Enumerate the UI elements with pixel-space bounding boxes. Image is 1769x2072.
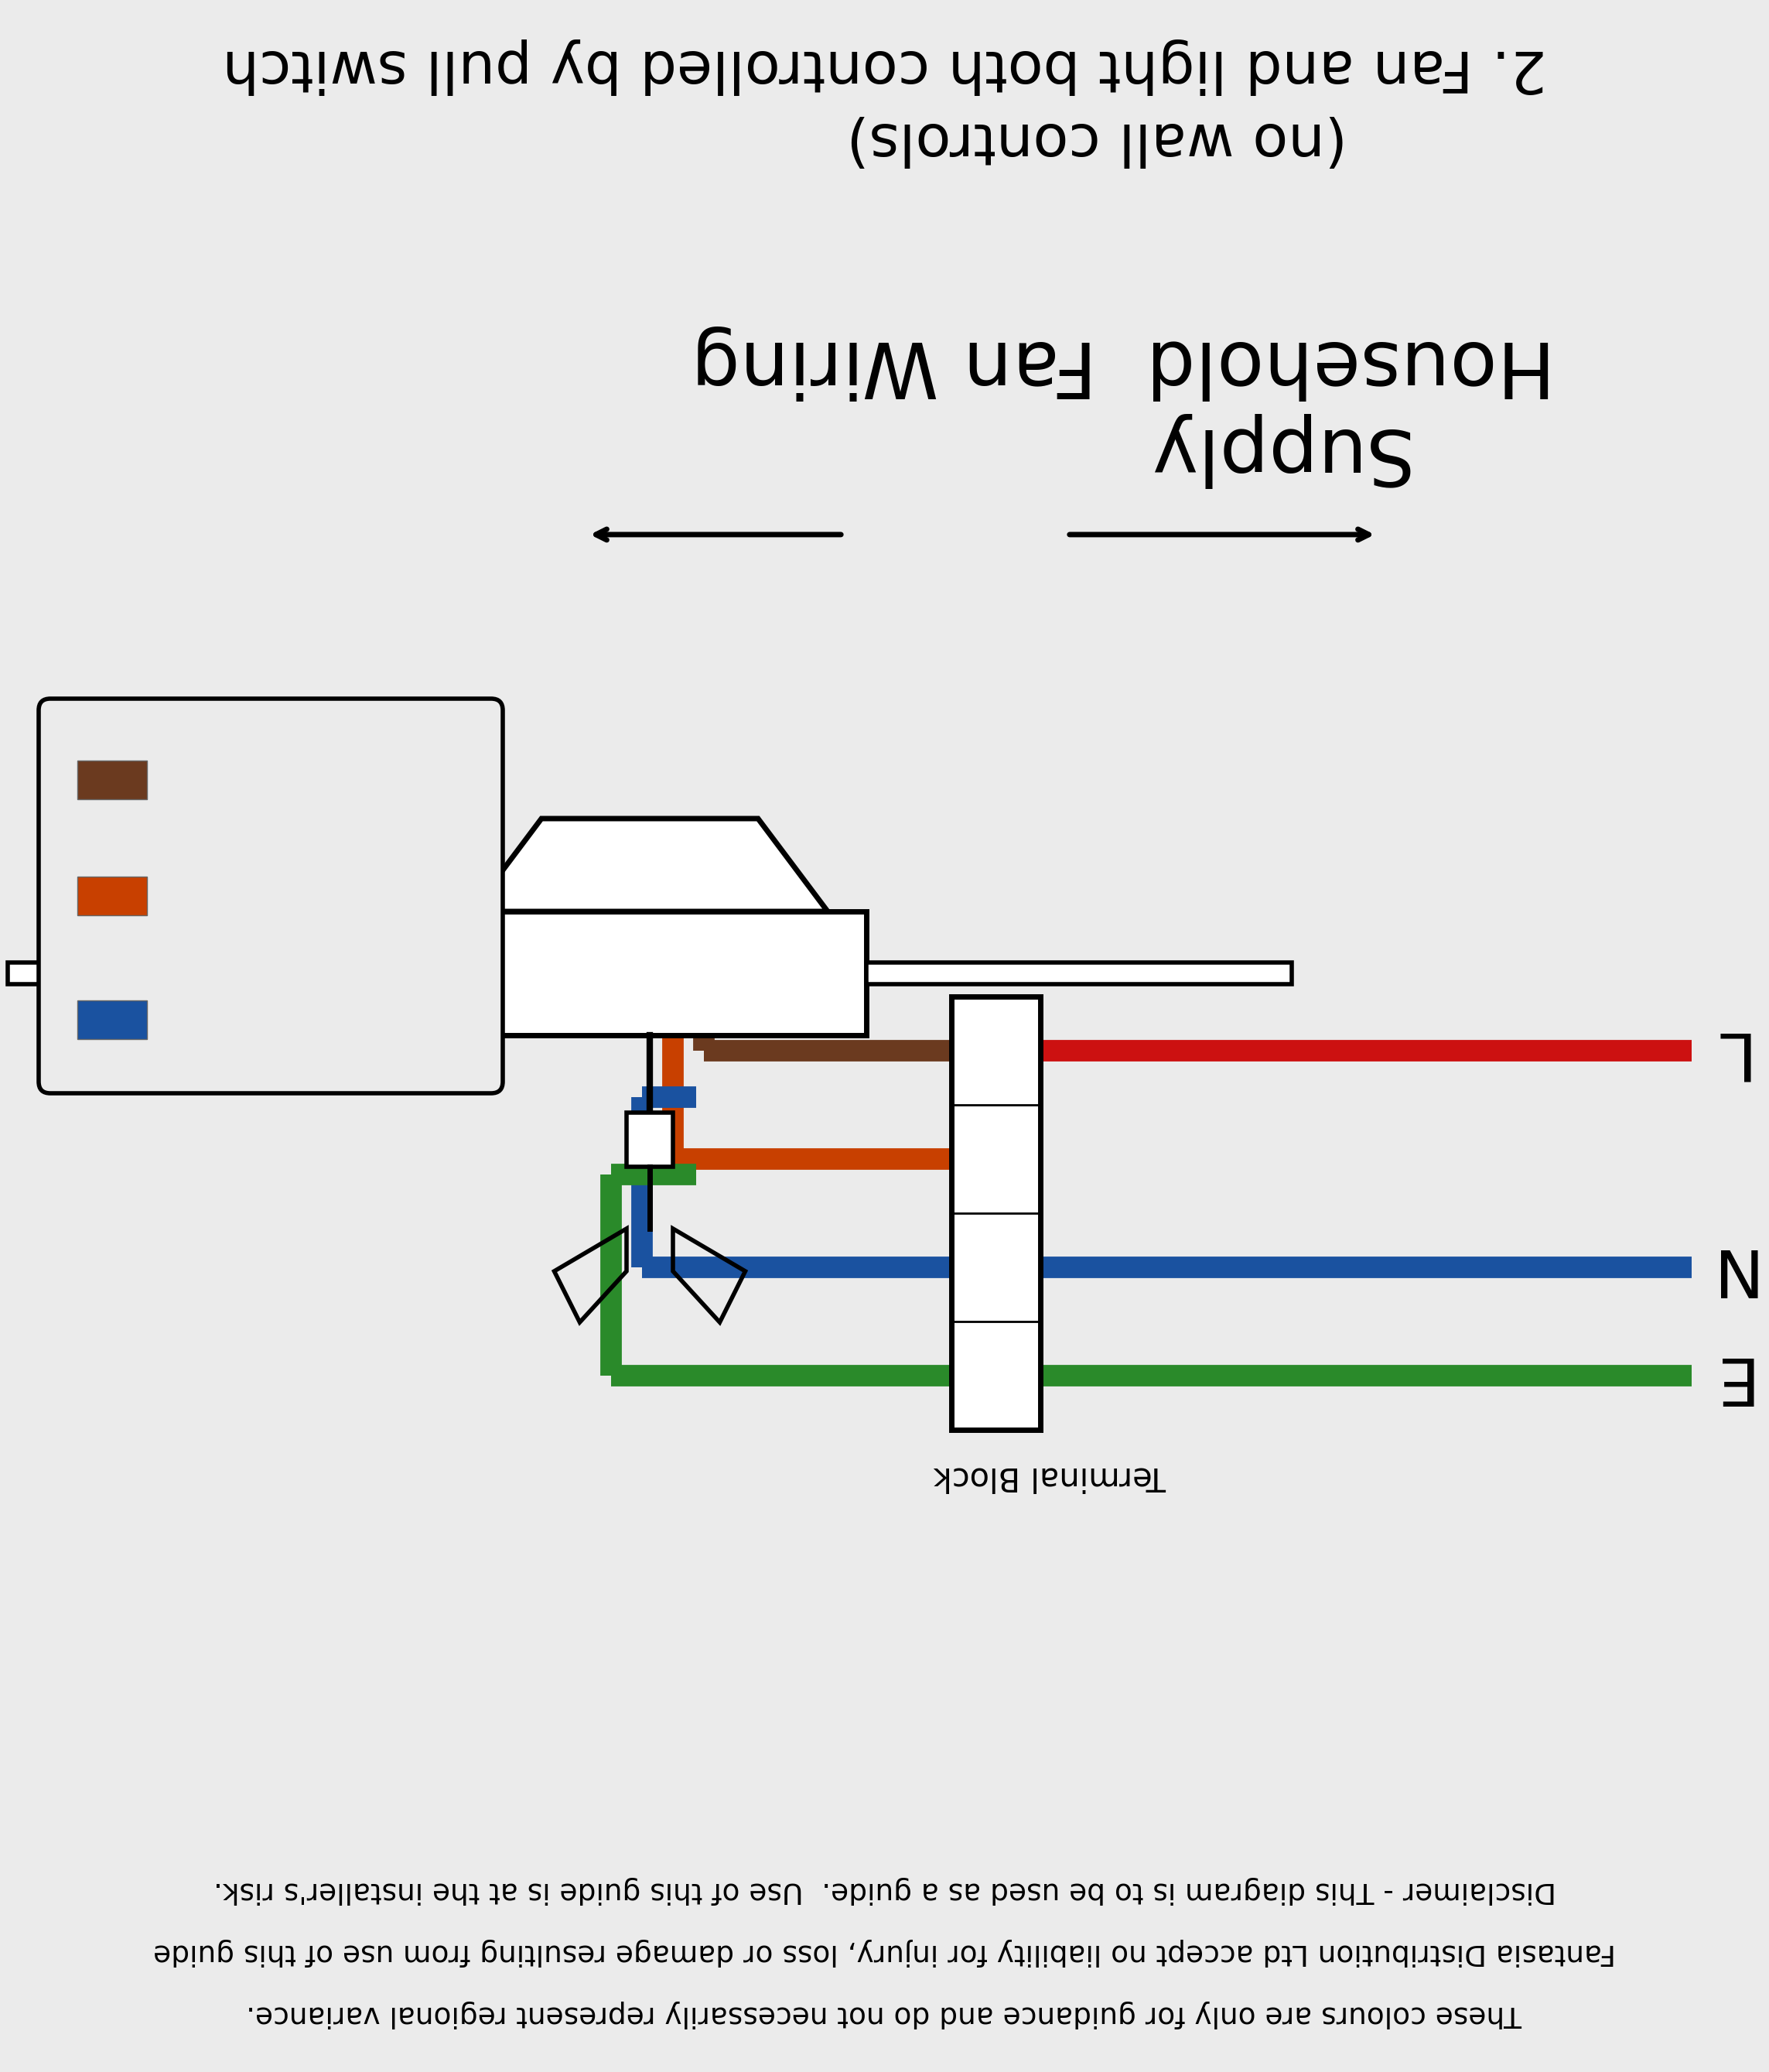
Text: Supply: Supply [1141, 412, 1406, 487]
Bar [867, 963, 1291, 984]
Text: N: N [1702, 1235, 1751, 1299]
Text: E: E [1705, 1343, 1748, 1407]
Text: Neutral: Neutral [242, 1003, 361, 1036]
Bar [78, 760, 147, 800]
Bar [7, 963, 433, 984]
Bar [433, 912, 867, 1036]
FancyBboxPatch shape [39, 698, 502, 1094]
Text: L1: L1 [975, 1034, 1017, 1067]
Bar [78, 876, 147, 916]
Text: Fantasia Distribution Ltd accept no liability for injury, loss or damage resulti: Fantasia Distribution Ltd accept no liab… [154, 1937, 1615, 1966]
Text: (no wall controls): (no wall controls) [846, 110, 1348, 168]
Polygon shape [472, 818, 828, 912]
Text: These colours are only for guidance and do not necessarily represent regional va: These colours are only for guidance and … [246, 1999, 1523, 2028]
Text: Live supply (fan): Live supply (fan) [168, 765, 437, 796]
Text: 2. Fan and light both controlled by pull switch: 2. Fan and light both controlled by pull… [223, 37, 1546, 95]
Text: Household  Fan Wiring: Household Fan Wiring [692, 325, 1555, 400]
Bar [78, 1001, 147, 1038]
Text: =: = [982, 1359, 1010, 1392]
Text: Disclaimer - This diagram is to be used as a guide.  Use of this guide is at the: Disclaimer - This diagram is to be used … [212, 1877, 1557, 1904]
Text: N: N [982, 1251, 1010, 1283]
Bar [626, 1113, 672, 1167]
Text: L: L [1707, 1019, 1744, 1084]
Text: L2: L2 [975, 1144, 1017, 1175]
Text: Terminal Block: Terminal Block [934, 1461, 1166, 1492]
Text: Live supply (light): Live supply (light) [157, 881, 446, 912]
Bar [952, 997, 1040, 1430]
